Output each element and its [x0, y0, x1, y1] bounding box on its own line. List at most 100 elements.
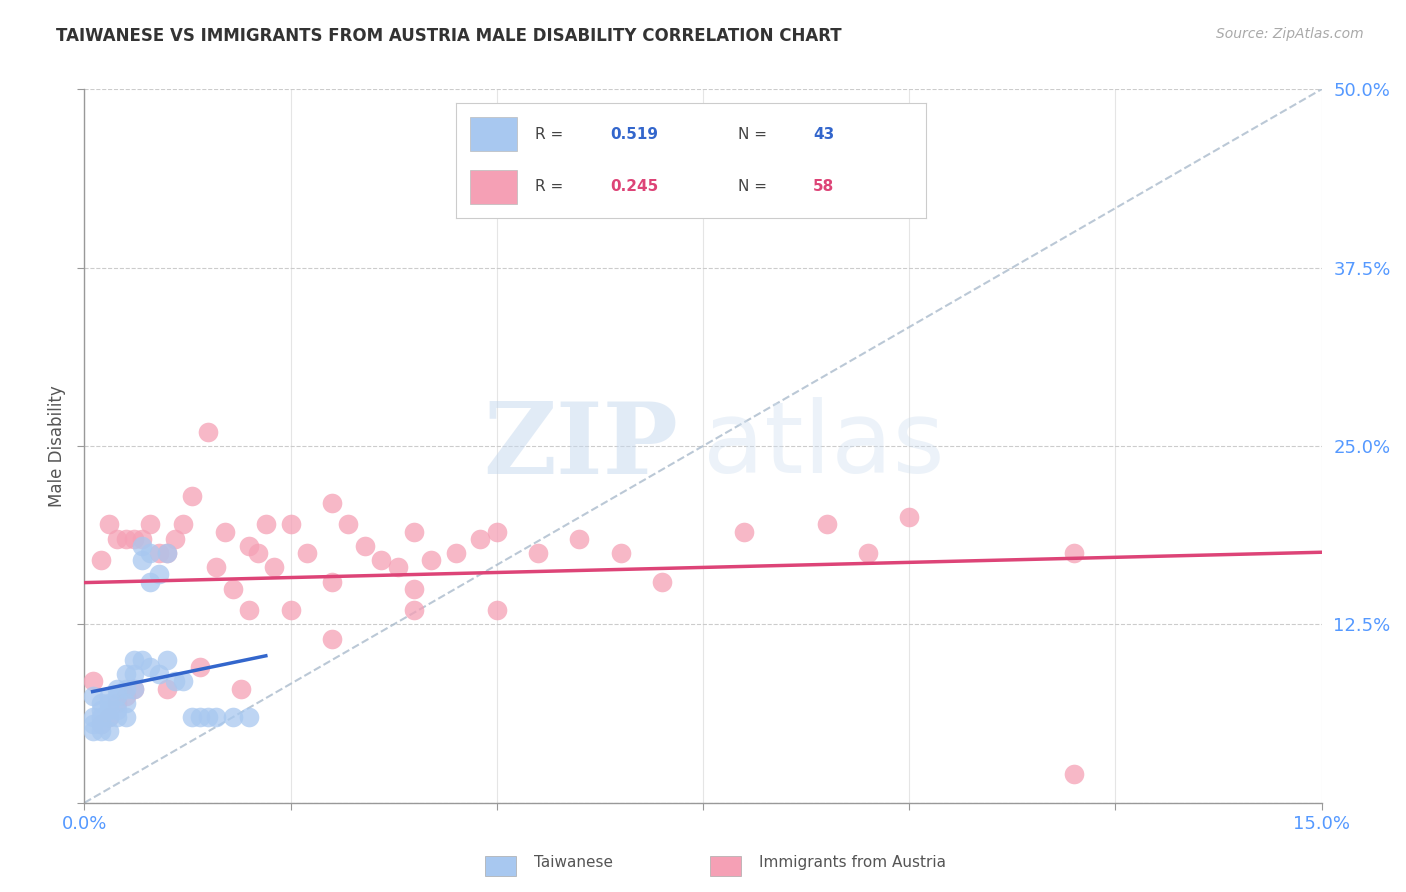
Point — [105, 532, 128, 546]
Point — [444, 546, 467, 560]
Point — [131, 653, 153, 667]
Point — [180, 710, 202, 724]
Point — [156, 653, 179, 667]
Point — [470, 532, 492, 546]
Point — [122, 653, 145, 667]
Point — [98, 696, 121, 710]
Point — [337, 517, 360, 532]
Point — [370, 553, 392, 567]
Point — [238, 710, 260, 724]
Point — [205, 710, 228, 724]
Point — [114, 667, 136, 681]
Point — [527, 546, 550, 560]
Point — [98, 710, 121, 724]
Point — [214, 524, 236, 539]
Point — [387, 560, 409, 574]
Point — [90, 724, 112, 739]
Point — [131, 553, 153, 567]
Point — [139, 574, 162, 589]
Point — [114, 681, 136, 696]
Point — [82, 724, 104, 739]
Point — [733, 524, 755, 539]
Point — [404, 603, 426, 617]
Point — [485, 524, 508, 539]
Point — [246, 546, 269, 560]
Point — [898, 510, 921, 524]
Point — [1063, 767, 1085, 781]
Point — [815, 517, 838, 532]
Point — [229, 681, 252, 696]
Point — [419, 553, 441, 567]
Point — [90, 703, 112, 717]
Point — [148, 567, 170, 582]
Point — [105, 689, 128, 703]
Point — [82, 689, 104, 703]
Point — [156, 546, 179, 560]
Point — [222, 582, 245, 596]
Point — [122, 681, 145, 696]
Point — [131, 539, 153, 553]
Point — [156, 681, 179, 696]
Point — [122, 667, 145, 681]
Point — [114, 696, 136, 710]
Point — [172, 517, 194, 532]
Point — [188, 660, 211, 674]
Text: atlas: atlas — [703, 398, 945, 494]
Text: Taiwanese: Taiwanese — [534, 855, 613, 870]
Point — [197, 425, 219, 439]
Point — [295, 546, 318, 560]
Point — [353, 539, 375, 553]
Y-axis label: Male Disability: Male Disability — [48, 385, 66, 507]
Point — [139, 660, 162, 674]
Point — [122, 681, 145, 696]
Point — [280, 517, 302, 532]
Point — [321, 632, 343, 646]
Point — [105, 681, 128, 696]
Point — [172, 674, 194, 689]
Point — [114, 689, 136, 703]
Point — [254, 517, 277, 532]
Point — [122, 532, 145, 546]
Point — [98, 517, 121, 532]
Point — [321, 496, 343, 510]
Text: TAIWANESE VS IMMIGRANTS FROM AUSTRIA MALE DISABILITY CORRELATION CHART: TAIWANESE VS IMMIGRANTS FROM AUSTRIA MAL… — [56, 27, 842, 45]
Point — [205, 560, 228, 574]
Point — [263, 560, 285, 574]
Point — [90, 710, 112, 724]
Text: ZIP: ZIP — [484, 398, 678, 494]
Point — [651, 574, 673, 589]
Point — [82, 717, 104, 731]
Point — [131, 532, 153, 546]
Point — [404, 524, 426, 539]
Point — [321, 574, 343, 589]
Point — [105, 710, 128, 724]
Point — [485, 603, 508, 617]
Point — [139, 546, 162, 560]
Point — [90, 553, 112, 567]
Point — [98, 724, 121, 739]
Point — [238, 603, 260, 617]
Text: Immigrants from Austria: Immigrants from Austria — [759, 855, 946, 870]
Point — [609, 546, 631, 560]
Point — [105, 696, 128, 710]
Point — [165, 674, 187, 689]
Point — [82, 674, 104, 689]
Point — [98, 689, 121, 703]
Point — [148, 667, 170, 681]
Point — [188, 710, 211, 724]
Point — [82, 710, 104, 724]
Point — [856, 546, 879, 560]
Point — [568, 532, 591, 546]
Point — [139, 517, 162, 532]
Point — [404, 582, 426, 596]
Point — [90, 717, 112, 731]
Point — [280, 603, 302, 617]
Point — [165, 532, 187, 546]
Point — [90, 717, 112, 731]
Point — [197, 710, 219, 724]
Point — [1063, 546, 1085, 560]
Point — [114, 710, 136, 724]
Point — [238, 539, 260, 553]
Point — [98, 703, 121, 717]
Point — [98, 710, 121, 724]
